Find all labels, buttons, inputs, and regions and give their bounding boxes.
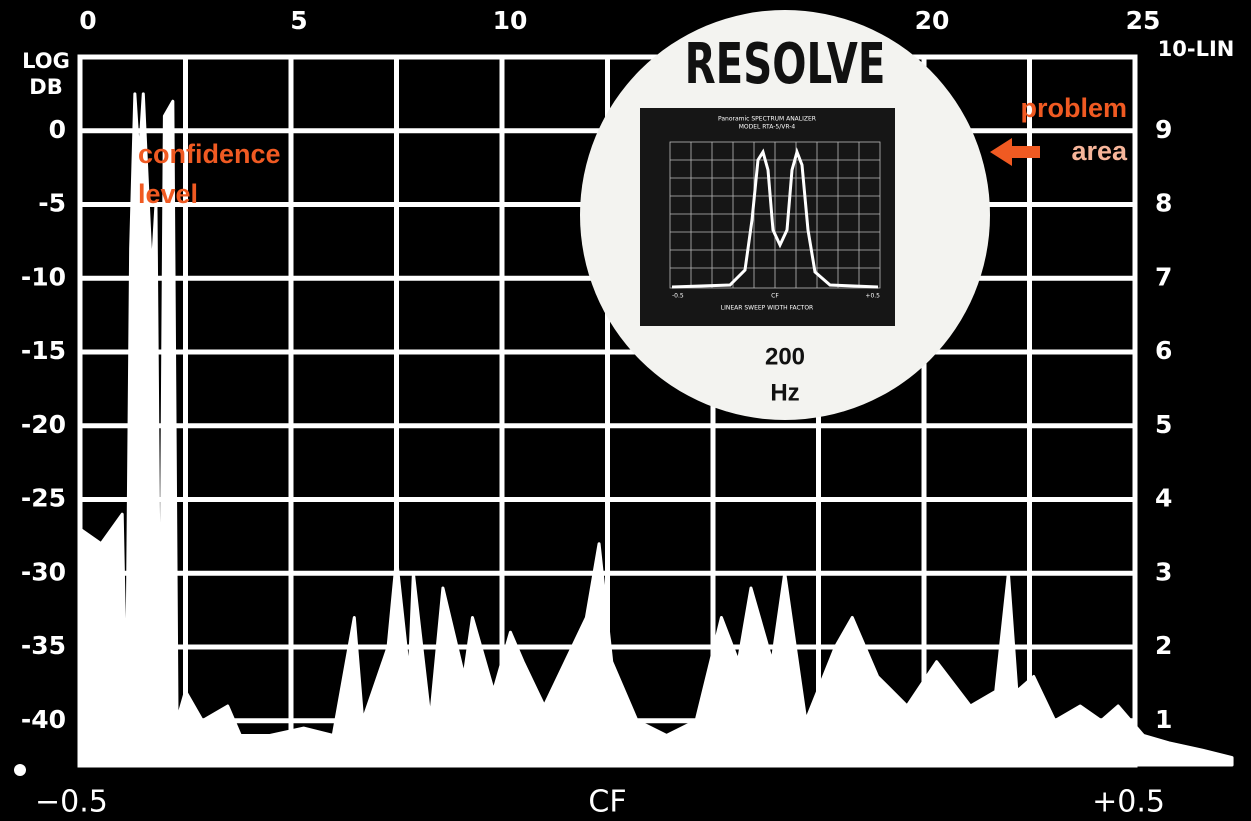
inset-title: RESOLVE bbox=[685, 31, 886, 96]
y-label: LOG bbox=[22, 49, 70, 73]
screen-tick: CF bbox=[771, 293, 779, 300]
y2-tick-label: 7 bbox=[1155, 262, 1172, 291]
y-tick-label: -10 bbox=[21, 262, 66, 291]
y2-tick-label: 5 bbox=[1155, 410, 1172, 439]
y-tick-label: -15 bbox=[21, 336, 66, 365]
x2-tick-label: −0.5 bbox=[35, 785, 108, 820]
y-label: DB bbox=[29, 75, 62, 99]
dot bbox=[14, 764, 26, 776]
y2-tick-label: 3 bbox=[1155, 557, 1172, 586]
y-tick-label: -40 bbox=[21, 705, 66, 734]
screen-tick: -0.5 bbox=[672, 293, 684, 300]
y2-tick-label: 4 bbox=[1155, 484, 1172, 513]
x-tick-label: 5 bbox=[290, 6, 307, 35]
screen-grid bbox=[669, 141, 881, 289]
inset-caption: Hz bbox=[770, 379, 799, 406]
screen-trace bbox=[671, 147, 879, 289]
screen-x-label: LINEAR SWEEP WIDTH FACTOR bbox=[721, 305, 813, 312]
y-tick-label: -30 bbox=[21, 557, 66, 586]
x2-tick-label: CF bbox=[588, 785, 626, 820]
screen-title: Panoramic SPECTRUM ANALIZER bbox=[718, 116, 816, 123]
y2-tick-label: 1 bbox=[1155, 705, 1172, 734]
y-tick-label: -20 bbox=[21, 410, 66, 439]
screen-tick: +0.5 bbox=[865, 293, 880, 300]
y-tick-label: -25 bbox=[21, 484, 66, 513]
spectrum-area bbox=[78, 92, 1234, 767]
annotation: level bbox=[138, 179, 198, 209]
inset-caption: 200 bbox=[765, 343, 805, 370]
annotation: confidence bbox=[138, 139, 281, 169]
y2-tick-label: 6 bbox=[1155, 336, 1172, 365]
x2-tick-label: +0.5 bbox=[1092, 785, 1165, 820]
y2-tick-label: 9 bbox=[1155, 115, 1172, 144]
y-tick-label: 0 bbox=[49, 115, 66, 144]
y-tick-label: -5 bbox=[38, 189, 66, 218]
x-tick-label: 0 bbox=[79, 6, 96, 35]
x-tick-label: 10 bbox=[493, 6, 528, 35]
x-tick-label: 20 bbox=[915, 6, 950, 35]
arrow bbox=[990, 138, 1040, 166]
y2-tick-label: 2 bbox=[1155, 631, 1172, 660]
inset: RESOLVE Panoramic SPECTRUM ANALIZER MODE… bbox=[580, 10, 990, 420]
annotation: problem bbox=[1020, 93, 1127, 123]
inset-screen bbox=[640, 108, 895, 326]
y-tick-label: -35 bbox=[21, 631, 66, 660]
annotation: area bbox=[1071, 136, 1128, 166]
y2-label: 10-LIN bbox=[1158, 37, 1235, 61]
y2-tick-label: 8 bbox=[1155, 189, 1172, 218]
screen-model: MODEL RTA-5/VR-4 bbox=[739, 124, 796, 131]
x-tick-label: 25 bbox=[1126, 6, 1161, 35]
